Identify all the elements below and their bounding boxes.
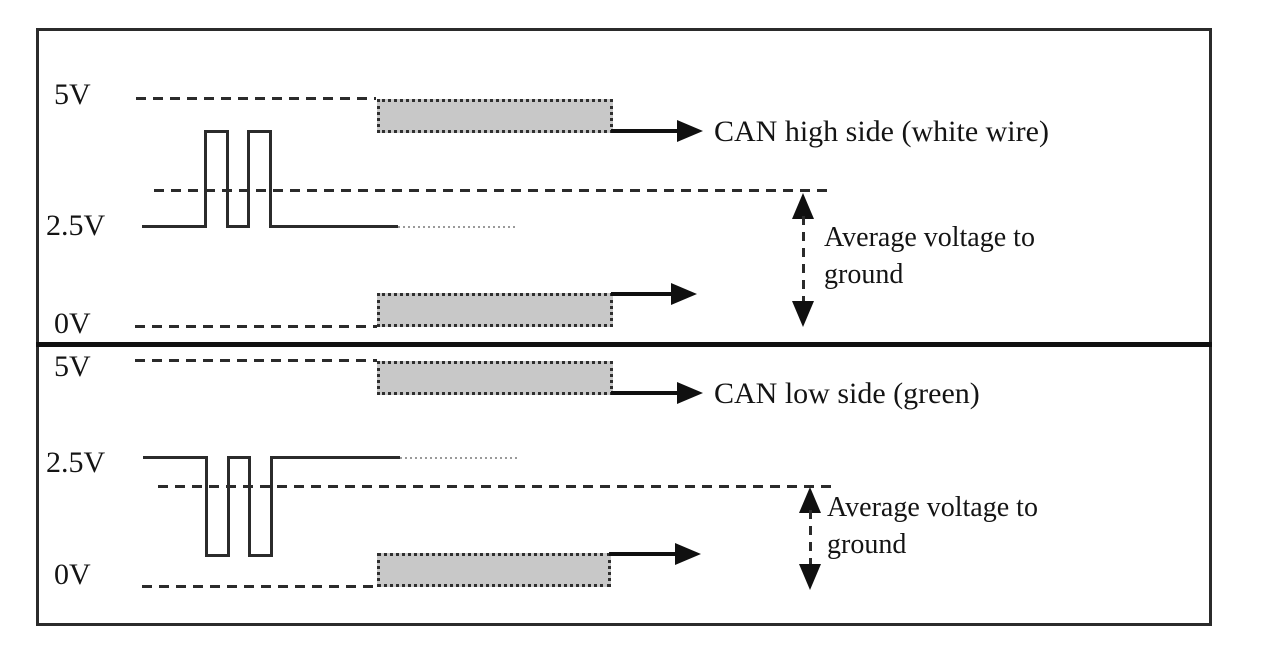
avg-voltage-text-low-line2: ground (827, 529, 907, 560)
up-arrow-icon-low (799, 487, 821, 513)
pulse-low-2 (248, 456, 273, 557)
arrow-shaft-high-0v (611, 292, 671, 296)
arrow-shaft-low-5v (611, 391, 677, 395)
line-5v-high (136, 97, 376, 100)
avg-arrow-shaft-low (809, 510, 812, 567)
down-arrow-icon-low (799, 564, 821, 590)
voltage-label-0v-low: 0V (54, 558, 91, 591)
avg-voltage-text-low-line1: Average voltage to (827, 492, 1038, 523)
signal-block-low-5v (377, 361, 613, 395)
line-0v-low (142, 585, 377, 588)
avg-voltage-text-high-line1: Average voltage to (824, 222, 1035, 253)
voltage-label-2-5v-low: 2.5V (46, 446, 106, 479)
arrow-shaft-low-0v (609, 552, 675, 556)
baseline-2-5v-low-faint (400, 457, 517, 459)
can-low-label: CAN low side (green) (714, 377, 980, 410)
right-arrow-icon-high-5v (677, 120, 703, 142)
avg-voltage-line-high (154, 189, 832, 192)
voltage-label-5v-low: 5V (54, 350, 91, 383)
pulse-high-2 (247, 130, 272, 228)
baseline-2-5v-high-faint (398, 226, 516, 228)
avg-voltage-text-high-line2: ground (824, 259, 904, 290)
panel-divider (36, 342, 1212, 347)
line-5v-low (135, 359, 377, 362)
right-arrow-icon-low-5v (677, 382, 703, 404)
signal-block-high-5v (377, 99, 613, 133)
pulse-high-1 (204, 130, 229, 228)
right-arrow-icon-low-0v (675, 543, 701, 565)
arrow-shaft-high-5v (611, 129, 677, 133)
voltage-label-0v-high: 0V (54, 307, 91, 340)
avg-voltage-text-high: Average voltage to ground (824, 219, 1035, 293)
line-0v-high (135, 325, 377, 328)
down-arrow-icon-high (792, 301, 814, 327)
avg-voltage-line-low (158, 485, 838, 488)
avg-arrow-shaft-high (802, 216, 805, 304)
voltage-label-2-5v-high: 2.5V (46, 209, 106, 242)
avg-voltage-text-low: Average voltage to ground (827, 489, 1038, 563)
signal-block-low-0v (377, 553, 611, 587)
can-high-label: CAN high side (white wire) (714, 115, 1049, 148)
up-arrow-icon-high (792, 193, 814, 219)
pulse-low-1 (205, 456, 230, 557)
right-arrow-icon-high-0v (671, 283, 697, 305)
voltage-label-5v-high: 5V (54, 78, 91, 111)
signal-block-high-0v (377, 293, 613, 327)
